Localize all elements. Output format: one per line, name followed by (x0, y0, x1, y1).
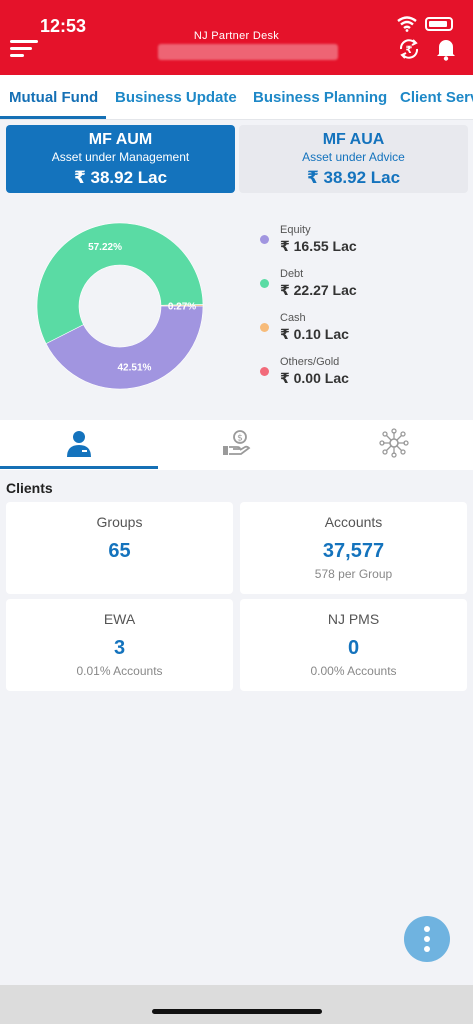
legend-value-cash: ₹ 0.10 Lac (280, 326, 349, 342)
mf-aua-title: MF AUA (322, 131, 385, 148)
accounts-per-group: 578 per Group (314, 567, 393, 581)
donut-label-equity: 42.51% (117, 362, 151, 373)
allocation-donut-chart: 42.51% 57.22% 0.27% (30, 218, 210, 394)
client-user-icon[interactable] (64, 428, 94, 458)
more-dots-icon (424, 926, 430, 932)
home-indicator[interactable] (152, 1009, 322, 1014)
legend-item-others-gold: Others/Gold ₹ 0.00 Lac (258, 355, 357, 399)
menu-icon[interactable] (10, 40, 38, 58)
nj-pms-card[interactable]: NJ PMS 0 0.00% Accounts (240, 599, 467, 691)
status-time: 12:53 (40, 16, 87, 36)
nj-pms-label: NJ PMS (327, 611, 380, 627)
groups-card[interactable]: Groups 65 (6, 502, 233, 594)
legend-label-equity: Equity (280, 224, 311, 236)
chart-legend: Equity ₹ 16.55 Lac Debt ₹ 22.27 Lac Cash… (258, 223, 357, 399)
donut-slice-equity (45, 305, 204, 390)
accounts-value: 37,577 (322, 540, 385, 562)
ewa-accounts-percent: 0.01% Accounts (76, 664, 163, 678)
legend-label-cash: Cash (280, 312, 306, 324)
donut-slice-debt (36, 222, 204, 345)
app-header: 12:53 NJ Partner Desk ₹ (0, 0, 473, 75)
nj-pms-value: 0 (347, 637, 360, 659)
battery-icon (425, 17, 453, 31)
app-title: NJ Partner Desk (193, 30, 280, 42)
more-dots-icon (424, 936, 430, 942)
ewa-card[interactable]: EWA 3 0.01% Accounts (6, 599, 233, 691)
rupee-sync-icon[interactable]: ₹ (397, 37, 421, 61)
legend-item-debt: Debt ₹ 22.27 Lac (258, 267, 357, 311)
client-icon-tabs: $ (0, 420, 473, 470)
legend-label-debt: Debt (280, 268, 304, 280)
legend-item-equity: Equity ₹ 16.55 Lac (258, 223, 357, 267)
tab-client-service[interactable]: Client Serv (400, 89, 473, 106)
donut-svg: 42.51% 57.22% 0.27% (36, 222, 204, 390)
mf-aum-card[interactable]: MF AUM Asset under Management ₹ 38.92 La… (6, 125, 235, 193)
bottom-bar (0, 985, 473, 1024)
mf-aum-value: ₹ 38.92 Lac (73, 168, 168, 187)
legend-value-others-gold: ₹ 0.00 Lac (280, 370, 349, 386)
network-icon[interactable] (379, 428, 409, 458)
main-tabs: Mutual Fund Business Update Business Pla… (0, 75, 473, 120)
mf-aum-title: MF AUM (88, 131, 153, 148)
legend-value-debt: ₹ 22.27 Lac (280, 282, 357, 298)
mf-aua-subtitle: Asset under Advice (302, 150, 405, 164)
active-tab-indicator (0, 116, 106, 119)
ewa-value: 3 (113, 637, 126, 659)
donut-label-debt: 57.22% (88, 242, 122, 253)
ewa-label: EWA (103, 611, 136, 627)
legend-dot-debt (260, 279, 269, 288)
tab-business-planning[interactable]: Business Planning (253, 89, 388, 106)
money-hand-icon[interactable]: $ (221, 428, 251, 458)
tab-business-update[interactable]: Business Update (115, 89, 237, 106)
icon-tab-indicator (0, 466, 158, 469)
clients-section-title: Clients (6, 480, 53, 496)
groups-label: Groups (96, 514, 143, 530)
mf-aua-value: ₹ 38.92 Lac (306, 168, 401, 187)
mf-aua-card[interactable]: MF AUA Asset under Advice ₹ 38.92 Lac (239, 125, 468, 193)
accounts-label: Accounts (324, 514, 383, 530)
legend-label-others-gold: Others/Gold (280, 356, 340, 368)
legend-dot-others-gold (260, 367, 269, 376)
more-options-button[interactable] (404, 916, 450, 962)
svg-text:$: $ (237, 434, 243, 444)
groups-value: 65 (108, 540, 131, 562)
status-icons (397, 16, 453, 32)
mf-aum-subtitle: Asset under Management (51, 150, 190, 164)
donut-label-cash: 0.27% (168, 301, 196, 312)
wifi-icon (397, 16, 417, 32)
legend-item-cash: Cash ₹ 0.10 Lac (258, 311, 357, 355)
partner-name-redacted (158, 44, 338, 60)
notification-bell-icon[interactable] (435, 37, 457, 61)
legend-dot-cash (260, 323, 269, 332)
legend-dot-equity (260, 235, 269, 244)
svg-text:₹: ₹ (406, 45, 413, 56)
nj-pms-accounts-percent: 0.00% Accounts (310, 664, 397, 678)
more-dots-icon (424, 946, 430, 952)
donut-slice-cash (160, 304, 204, 307)
accounts-card[interactable]: Accounts 37,577 578 per Group (240, 502, 467, 594)
legend-value-equity: ₹ 16.55 Lac (280, 238, 357, 254)
tab-mutual-fund[interactable]: Mutual Fund (9, 89, 99, 106)
